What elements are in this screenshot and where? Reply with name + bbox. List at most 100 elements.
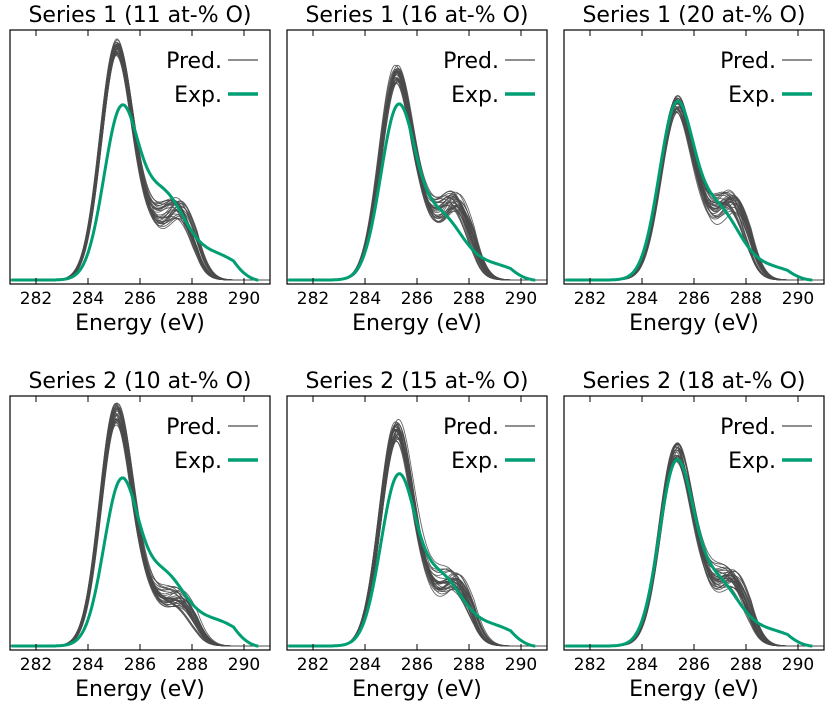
pred-line: [564, 95, 824, 281]
pred-line: [564, 101, 824, 281]
pred-line: [564, 442, 824, 647]
panel-title: Series 1 (20 at-% O): [582, 3, 805, 28]
pred-line: [287, 71, 547, 281]
panel-title: Series 2 (15 at-% O): [305, 369, 528, 394]
pred-line: [564, 460, 824, 647]
pred-line: [564, 97, 824, 281]
pred-line: [287, 78, 547, 281]
x-tick-label: 288: [730, 655, 762, 675]
legend: Pred. Exp.: [720, 415, 812, 474]
pred-line: [564, 457, 824, 647]
pred-line: [564, 98, 824, 281]
exp-line: [565, 457, 813, 648]
x-axis-label: Energy (eV): [352, 311, 482, 336]
pred-line: [564, 449, 824, 647]
legend-label-pred: Pred.: [720, 49, 776, 74]
x-tick-label: 282: [297, 289, 329, 309]
x-tick-label: 290: [228, 655, 260, 675]
panel-3: Series 1 (20 at-% O) 282 284 286 288 290 Energ…: [563, 3, 825, 336]
legend-label-pred: Pred.: [443, 415, 499, 440]
pred-line: [287, 77, 547, 281]
pred-line: [287, 70, 547, 281]
x-tick-label: 290: [782, 289, 814, 309]
pred-line: [564, 455, 824, 647]
pred-line: [564, 449, 824, 647]
pred-line: [564, 110, 824, 281]
pred-line: [287, 77, 547, 281]
pred-line: [10, 42, 270, 281]
pred-line: [564, 95, 824, 281]
exp-line: [565, 99, 813, 282]
x-tick-label: 286: [401, 289, 433, 309]
pred-line: [564, 100, 824, 281]
exp-line: [11, 103, 259, 282]
pred-line: [564, 446, 824, 647]
exp-line: [11, 476, 259, 648]
legend-label-pred: Pred.: [166, 49, 222, 74]
x-tick-label: 288: [176, 655, 208, 675]
legend: Pred. Exp.: [720, 49, 812, 108]
legend-label-exp: Exp.: [728, 449, 776, 474]
pred-line: [287, 72, 547, 281]
panel-6: Series 2 (18 at-% O) 282 284 286 288 290 Energ…: [563, 369, 825, 702]
pred-line: [564, 443, 824, 647]
legend-label-pred: Pred.: [720, 415, 776, 440]
pred-line: [564, 95, 824, 281]
pred-line: [287, 70, 547, 281]
pred-line: [287, 433, 547, 647]
pred-line: [564, 461, 824, 647]
pred-line: [287, 437, 547, 647]
pred-line: [287, 67, 547, 281]
pred-line: [564, 456, 824, 647]
legend: Pred. Exp.: [443, 415, 535, 474]
pred-line: [287, 81, 547, 281]
x-axis-label: Energy (eV): [629, 677, 759, 702]
pred-line: [564, 443, 824, 647]
pred-line: [564, 451, 824, 647]
pred-line: [564, 446, 824, 647]
pred-line: [564, 108, 824, 281]
pred-line: [564, 443, 824, 647]
x-tick-label: 288: [176, 289, 208, 309]
x-tick-label: 284: [626, 289, 658, 309]
x-tick-label: 286: [124, 655, 156, 675]
pred-line: [287, 437, 547, 647]
x-tick-label: 282: [574, 289, 606, 309]
pred-line: [564, 99, 824, 281]
pred-line: [564, 106, 824, 281]
x-tick-label: 290: [505, 289, 537, 309]
pred-line: [564, 108, 824, 281]
legend-label-pred: Pred.: [166, 415, 222, 440]
x-tick-label: 288: [453, 655, 485, 675]
x-axis-label: Energy (eV): [352, 677, 482, 702]
pred-line: [287, 437, 547, 647]
pred-line: [287, 434, 547, 647]
legend-label-exp: Exp.: [174, 83, 222, 108]
x-tick-label: 282: [297, 655, 329, 675]
pred-line: [564, 449, 824, 647]
pred-line: [564, 107, 824, 281]
legend: Pred. Exp.: [166, 49, 258, 108]
x-axis-label: Energy (eV): [629, 311, 759, 336]
pred-line: [287, 72, 547, 281]
pred-line: [564, 99, 824, 281]
pred-line: [287, 70, 547, 281]
pred-line: [287, 438, 547, 647]
pred-line: [564, 447, 824, 647]
panel-title: Series 1 (11 at-% O): [28, 3, 251, 28]
pred-line: [564, 443, 824, 647]
pred-line: [287, 434, 547, 647]
pred-line: [564, 106, 824, 281]
pred-line: [564, 103, 824, 281]
pred-line: [287, 69, 547, 281]
x-tick-label: 284: [626, 655, 658, 675]
pred-line: [564, 99, 824, 281]
panel-4: Series 2 (10 at-% O) 282 284 286 288 290 Energ…: [9, 369, 271, 702]
pred-line: [287, 74, 547, 281]
pred-line: [564, 97, 824, 281]
pred-line: [287, 69, 547, 281]
pred-line: [287, 440, 547, 647]
pred-line: [564, 444, 824, 647]
x-tick-label: 282: [20, 655, 52, 675]
x-tick-label: 288: [453, 289, 485, 309]
